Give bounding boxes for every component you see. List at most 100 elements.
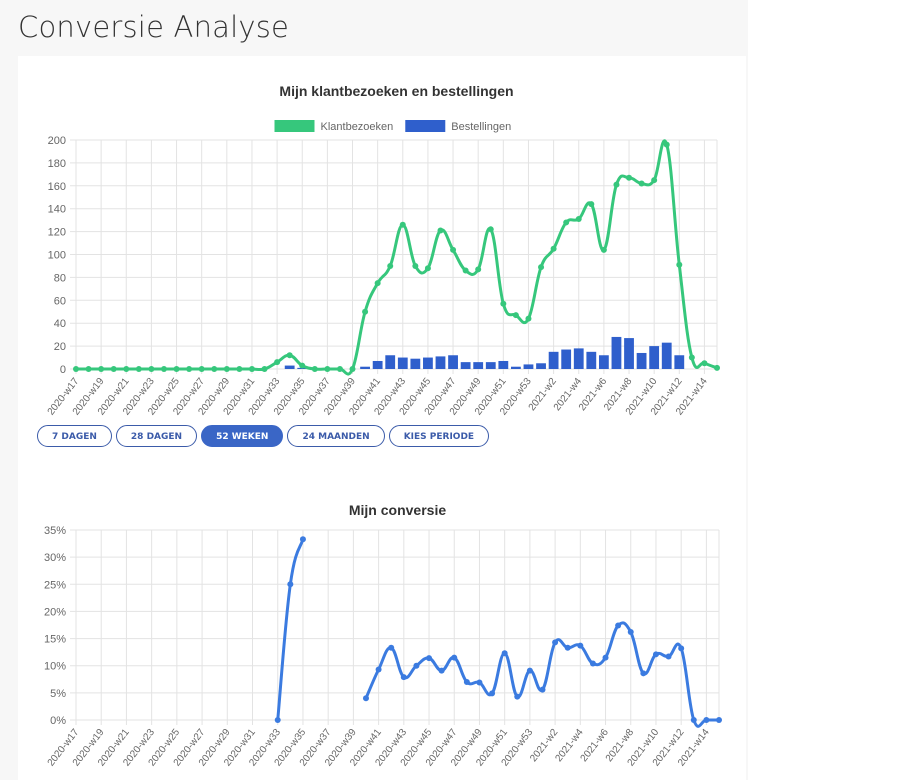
y-tick-label: 140 [48, 204, 66, 216]
data-point [374, 280, 381, 287]
data-point [602, 654, 609, 661]
data-point [400, 674, 407, 681]
orders-bar [511, 366, 521, 369]
data-point [362, 695, 369, 702]
data-point [463, 679, 470, 685]
orders-bar [448, 355, 458, 369]
data-point [575, 216, 582, 223]
data-point [299, 362, 306, 369]
data-point [274, 359, 281, 366]
data-point [564, 644, 571, 651]
data-point [714, 364, 720, 371]
data-point [701, 360, 708, 367]
series-line [276, 537, 305, 722]
y-tick-label: 35% [44, 525, 66, 537]
data-point [450, 246, 457, 253]
data-point [688, 354, 695, 361]
chart-title: Mijn klantbezoeken en bestellingen [279, 83, 513, 99]
orders-bar [611, 336, 622, 369]
orders-bar [523, 364, 534, 369]
y-tick-label: 30% [44, 552, 66, 564]
orders-bar [485, 362, 496, 369]
orders-bar [498, 360, 509, 369]
period-28-days-button[interactable]: 28 DAGEN [115, 425, 198, 447]
data-point [539, 686, 546, 693]
orders-bar [624, 338, 634, 369]
data-point [261, 366, 268, 372]
data-point [489, 690, 496, 697]
data-point [186, 366, 193, 372]
data-point [412, 262, 419, 269]
period-7-days-button[interactable]: 7 DAGEN [37, 425, 112, 447]
y-tick-label: 100 [48, 250, 66, 262]
data-point [526, 667, 533, 674]
data-point [424, 265, 431, 272]
y-tick-label: 80 [54, 272, 66, 284]
legend-swatch [274, 120, 315, 132]
data-point [160, 366, 167, 372]
data-point [299, 536, 306, 543]
visits-orders-chart: Mijn klantbezoeken en bestellingen 0 20 40 6… [46, 83, 720, 417]
legend-label: Klantbezoeken [321, 121, 394, 133]
data-point [652, 651, 659, 658]
orders-bar [423, 357, 433, 369]
orders-bar [360, 366, 370, 369]
data-point [663, 141, 670, 148]
orders-bar [284, 365, 295, 369]
y-tick-label: 120 [48, 227, 66, 239]
data-point [615, 622, 622, 629]
data-point [135, 366, 142, 372]
data-point [475, 266, 482, 273]
data-point [476, 679, 483, 686]
data-point [613, 181, 620, 188]
y-tick-label: 15% [44, 634, 66, 646]
data-point [375, 666, 382, 673]
data-point [286, 352, 293, 359]
period-button-group: 7 DAGEN 28 DAGEN 52 WEKEN 24 MAANDEN KIES PE… [37, 425, 490, 447]
orders-bar [473, 362, 484, 369]
y-tick-label: 0% [50, 715, 66, 727]
data-point [501, 650, 508, 657]
data-point [110, 366, 117, 372]
data-point [336, 366, 343, 372]
period-24-months-button[interactable]: 24 MAANDEN [287, 425, 385, 447]
data-point [577, 642, 584, 649]
orders-bar [460, 362, 471, 369]
orders-bar [397, 357, 408, 369]
orders-bar [636, 352, 647, 369]
data-point [588, 201, 595, 208]
data-point [552, 639, 559, 646]
data-point [500, 300, 507, 307]
data-point [665, 653, 672, 660]
data-point [451, 654, 458, 661]
orders-bar [372, 360, 383, 369]
data-point [387, 262, 394, 269]
orders-bar [435, 356, 446, 369]
y-tick-label: 0 [60, 364, 66, 376]
data-point [651, 177, 658, 184]
orders-bar [674, 355, 685, 369]
period-52-weeks-button[interactable]: 52 WEKEN [201, 425, 284, 447]
legend-swatch [405, 120, 446, 132]
data-point [73, 366, 79, 372]
y-tick-label: 10% [44, 661, 66, 673]
orders-bar [561, 349, 572, 369]
data-point [413, 662, 420, 669]
data-point [173, 366, 180, 372]
data-point [676, 261, 683, 268]
data-point [399, 221, 406, 228]
y-tick-label: 20% [44, 606, 66, 618]
orders-bar [385, 355, 396, 369]
data-point [426, 655, 433, 662]
data-point [211, 366, 218, 372]
orders-bar [649, 346, 660, 369]
choose-period-button[interactable]: KIES PERIODE [388, 425, 490, 447]
orders-bar [410, 358, 421, 369]
data-point [690, 717, 697, 723]
data-point [462, 267, 469, 274]
data-point [123, 366, 130, 372]
orders-bar [598, 355, 609, 369]
y-tick-label: 60 [54, 295, 66, 307]
data-point [640, 670, 647, 677]
